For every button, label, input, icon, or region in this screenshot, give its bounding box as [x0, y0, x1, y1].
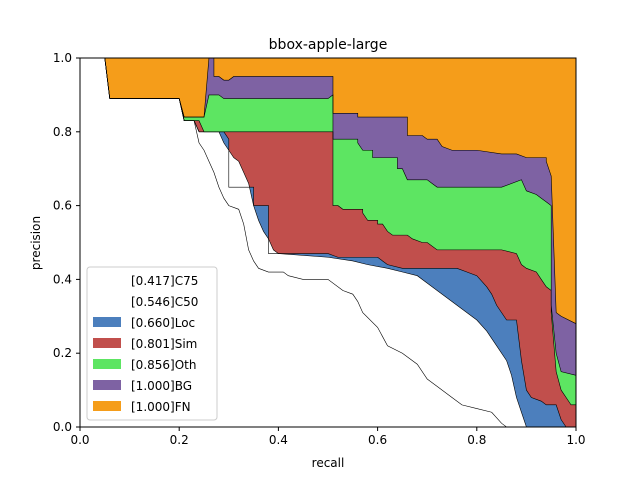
series-outlines — [80, 57, 577, 428]
legend-swatch-loc — [93, 317, 121, 327]
legend-label-c75: [0.417]C75 — [131, 274, 198, 288]
legend-label-loc: [0.660]Loc — [131, 316, 195, 330]
y-tick-label: 0.2 — [53, 346, 72, 360]
legend-label-c50: [0.546]C50 — [131, 295, 198, 309]
legend-label-sim: [0.801]Sim — [131, 337, 197, 351]
line-sim — [80, 57, 576, 406]
legend-label-bg: [1.000]BG — [131, 379, 192, 393]
legend-swatch-c75 — [93, 275, 121, 285]
legend-label-fn: [1.000]FN — [131, 400, 191, 414]
y-tick-label: 0.8 — [53, 125, 72, 139]
x-tick-label: 0.0 — [70, 433, 89, 447]
y-tick-label: 0.6 — [53, 199, 72, 213]
y-tick-label: 0.0 — [53, 420, 72, 434]
chart-title: bbox-apple-large — [269, 37, 388, 53]
line-oth — [80, 57, 577, 376]
y-tick-label: 0.4 — [53, 272, 72, 286]
y-axis-ticks: 0.0 0.2 0.4 0.6 0.8 1.0 — [53, 51, 80, 434]
y-tick-label: 1.0 — [53, 51, 72, 65]
x-axis-label: recall — [312, 456, 345, 470]
line-c75 — [80, 57, 576, 428]
legend-swatch-bg — [93, 380, 121, 390]
x-tick-label: 0.4 — [269, 433, 288, 447]
legend-swatch-c50 — [93, 296, 121, 306]
legend-swatch-oth — [93, 359, 121, 369]
legend-swatch-fn — [93, 401, 121, 411]
legend-swatch-sim — [93, 338, 121, 348]
x-tick-label: 1.0 — [566, 433, 585, 447]
legend: [0.417]C75 [0.546]C50 [0.660]Loc [0.801]Sim… — [86, 266, 218, 421]
y-axis-label: precision — [29, 216, 43, 270]
x-tick-label: 0.8 — [467, 433, 486, 447]
x-axis-ticks: 0.0 0.2 0.4 0.6 0.8 1.0 — [70, 427, 586, 447]
plot-frame — [79, 57, 577, 428]
legend-label-oth: [0.856]Oth — [131, 358, 196, 372]
x-tick-label: 0.6 — [368, 433, 387, 447]
x-tick-label: 0.2 — [170, 433, 189, 447]
